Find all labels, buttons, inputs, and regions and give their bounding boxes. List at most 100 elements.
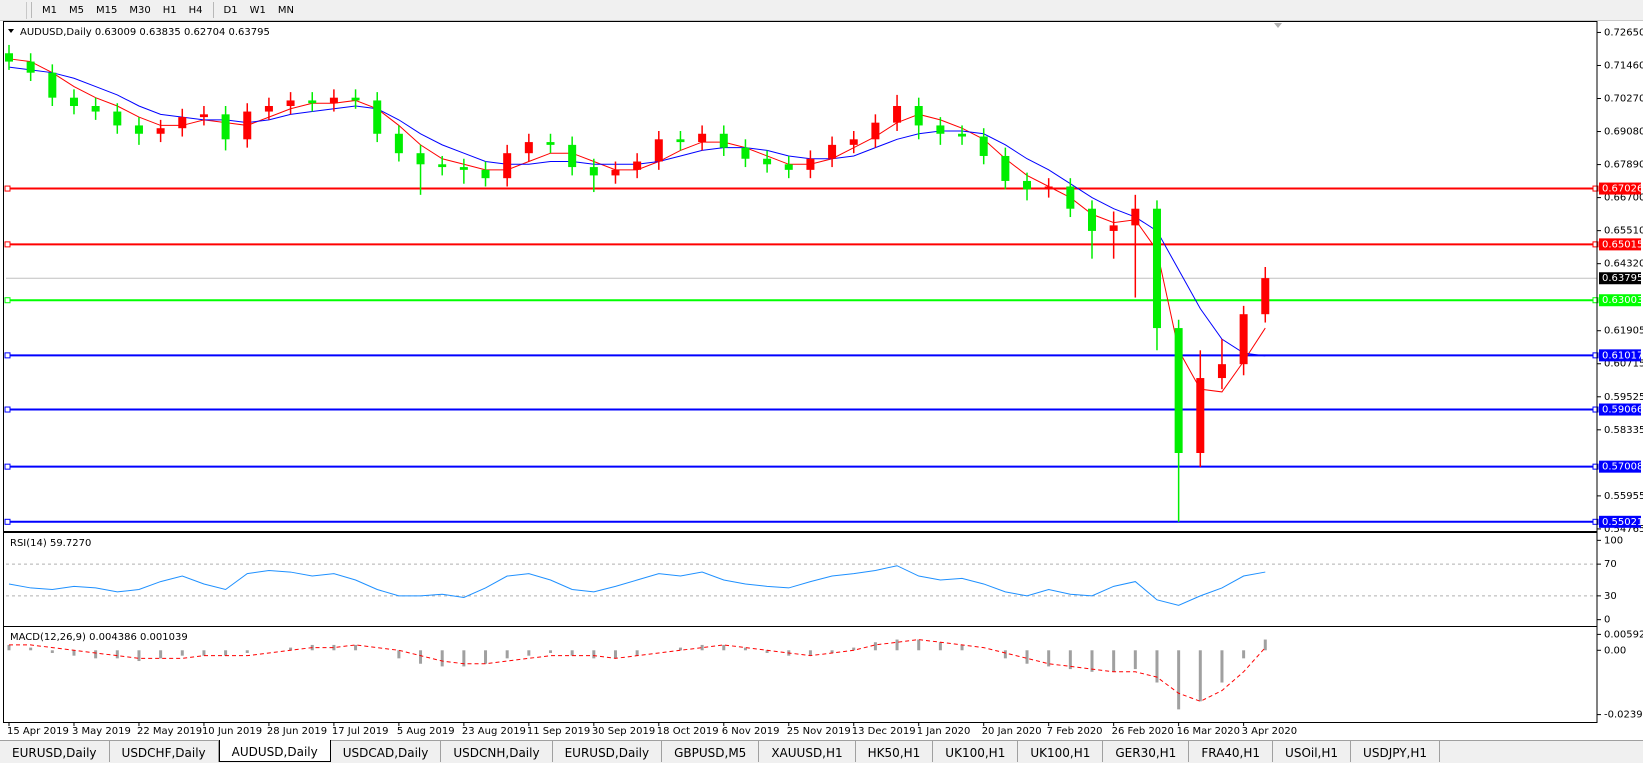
candle-body [1023,180,1032,190]
timeframe-button[interactable]: M5 [63,1,90,19]
timeframe-button[interactable]: W1 [244,1,272,19]
chart-tab[interactable]: GBPUSD,M5 [662,741,760,762]
timeframe-button[interactable]: M1 [36,1,63,19]
current-price-label: 0.63795 [1602,273,1643,284]
level-anchor [4,518,11,525]
x-tick-label: 13 Dec 2019 [852,726,916,737]
chart-tabs: EURUSD,Daily USDCHF,Daily AUDUSD,Daily USDC… [0,740,1643,763]
pane-frame [3,21,1598,532]
collapse-arrow [8,29,14,33]
level-anchor [4,297,11,304]
candle-body [1196,378,1205,453]
separator [31,2,32,18]
candle-body [48,72,57,98]
level-label: 0.67026 [1602,184,1643,195]
y-tick-label: 0.67890 [1604,160,1643,171]
candle-body [459,167,468,170]
y-tick-label: 0 [1604,615,1610,626]
chart-tab[interactable]: EURUSD,Daily [552,741,663,762]
chart-tab[interactable]: FRA40,H1 [1189,741,1274,762]
candle-body [654,139,663,162]
candle-body [1261,278,1270,315]
x-tick-label: 26 Feb 2020 [1112,726,1174,737]
timeframe-button[interactable]: D1 [218,1,244,19]
chart-tab[interactable]: USDJPY,H1 [1351,741,1441,762]
chart-tab[interactable]: XAUUSD,H1 [759,741,856,762]
candle-body [958,133,967,137]
y-tick-label: 100 [1604,535,1623,546]
candle-body [1109,225,1118,231]
candle-body [329,97,338,104]
timeframe-button[interactable]: MN [272,1,300,19]
candle-body [568,144,577,168]
candle-body [611,169,620,176]
candle-body [763,158,772,165]
candle-body [416,153,425,165]
chart-tab[interactable]: GER30,H1 [1103,741,1190,762]
chart-tab[interactable]: USDCNH,Daily [441,741,553,762]
candle-body [351,97,360,101]
chart-tab[interactable]: UK100,H1 [1018,741,1104,762]
timeframe-button[interactable]: M15 [90,1,123,19]
y-tick-label: 0.64320 [1604,259,1643,270]
macd-signal [9,639,1266,702]
candle-body [69,97,78,107]
y-tick-label: 0.54765 [1604,524,1643,535]
chart-tab[interactable]: AUDUSD,Daily [218,740,331,762]
level-label: 0.65015 [1602,239,1643,250]
chart-tab[interactable]: HK50,H1 [855,741,934,762]
candle-body [264,106,273,112]
candle-body [893,106,902,123]
candle-body [373,100,382,134]
level-anchor [1592,518,1599,525]
candle-body [178,117,187,129]
x-tick-label: 16 Mar 2020 [1177,726,1240,737]
level-label: 0.59066 [1602,405,1643,416]
candle-body [719,133,728,148]
x-tick-label: 22 May 2019 [137,726,202,737]
candle-body [784,164,793,170]
x-tick-label: 18 Oct 2019 [657,726,719,737]
pane-title: MACD(12,26,9) 0.004386 0.001039 [10,632,188,643]
chart-tab[interactable]: UK100,H1 [933,741,1019,762]
y-tick-label: 0.005923 [1604,629,1643,640]
y-tick-label: 0.55955 [1604,491,1643,502]
candle-body [1174,328,1183,453]
candle-body [286,100,295,107]
chart-tab[interactable]: USDCAD,Daily [330,741,442,762]
level-anchor [4,241,11,248]
candle-body [741,147,750,159]
candle-body [1239,314,1248,365]
x-tick-label: 15 Apr 2019 [7,726,69,737]
y-tick-label: 0.00 [1604,645,1626,656]
candle-body [221,114,230,140]
level-label-box [1599,515,1641,528]
level-label-box [1599,182,1641,195]
chart-tab[interactable]: EURUSD,Daily [0,741,110,762]
timeframe-button[interactable]: H4 [183,1,209,19]
candle-body [698,133,707,143]
candle-body [589,167,598,176]
x-tick-label: 3 Apr 2020 [1242,726,1297,737]
candle-body [871,122,880,140]
chart-tab[interactable]: USDCHF,Daily [109,741,219,762]
y-tick-label: 0.69080 [1604,127,1643,138]
y-tick-label: 0.58335 [1604,425,1643,436]
x-tick-label: 1 Jan 2020 [917,726,971,737]
candle-body [546,142,555,145]
candle-body [26,61,35,73]
x-tick-label: 10 Jun 2019 [202,726,262,737]
level-anchor [1592,297,1599,304]
chart-tab[interactable]: USOil,H1 [1273,741,1352,762]
pane-frame [3,532,1598,627]
candle-body [979,136,988,156]
timeframe-button[interactable]: M30 [123,1,156,19]
candle-body [1217,364,1226,379]
drawing-tool-icon[interactable] [2,1,27,19]
y-tick-label: 0.60715 [1604,359,1643,370]
level-anchor [4,406,11,413]
candle-body [308,100,317,104]
timeframe-button[interactable]: H1 [157,1,183,19]
